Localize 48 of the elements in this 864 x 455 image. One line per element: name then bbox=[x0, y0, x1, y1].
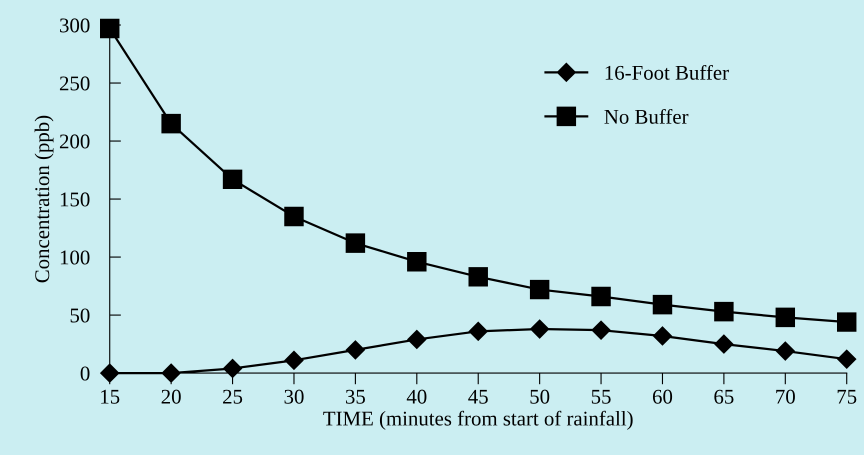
y-tick-label: 0 bbox=[80, 366, 90, 381]
x-tick-label: 65 bbox=[714, 390, 734, 404]
point bbox=[530, 280, 550, 300]
point bbox=[284, 350, 304, 370]
x-tick-label: 25 bbox=[223, 390, 242, 404]
y-tick-label: 300 bbox=[60, 18, 90, 32]
x-tick-label: 60 bbox=[652, 390, 672, 404]
point bbox=[652, 294, 672, 314]
point bbox=[837, 350, 856, 369]
y-tick-label: 200 bbox=[60, 134, 90, 148]
point bbox=[162, 364, 181, 383]
point bbox=[714, 302, 734, 322]
point bbox=[161, 114, 181, 134]
legend-label: No Buffer bbox=[604, 108, 688, 124]
point bbox=[652, 326, 672, 346]
legend-label: 16-Foot Buffer bbox=[606, 64, 729, 80]
point bbox=[468, 322, 488, 341]
x-tick-label: 35 bbox=[346, 390, 365, 404]
x-tick-label: 75 bbox=[838, 390, 856, 404]
x-tick-label: 55 bbox=[592, 390, 611, 404]
x-tick-label: 15 bbox=[101, 390, 120, 404]
x-tick-label: 40 bbox=[406, 390, 426, 404]
point bbox=[592, 320, 611, 340]
point bbox=[714, 334, 734, 354]
y-axis-title: Concentration (ppb) bbox=[34, 116, 54, 282]
point bbox=[222, 170, 242, 190]
y-tick-label: 50 bbox=[70, 308, 90, 323]
x-tick-label: 20 bbox=[162, 390, 181, 404]
point bbox=[407, 252, 427, 272]
point bbox=[407, 330, 426, 349]
point bbox=[776, 342, 795, 361]
point bbox=[776, 308, 796, 328]
point bbox=[346, 233, 366, 253]
y-tick-label: 250 bbox=[60, 76, 90, 90]
point bbox=[346, 340, 365, 360]
x-tick-label: 45 bbox=[468, 390, 488, 404]
point bbox=[591, 286, 611, 306]
x-tick-label: 30 bbox=[284, 390, 304, 404]
x-axis-title: TIME (minutes from start of rainfall) bbox=[323, 410, 633, 430]
point bbox=[530, 319, 550, 339]
x-tick-label: 50 bbox=[530, 390, 550, 404]
y-tick-label: 150 bbox=[60, 192, 90, 206]
y-tick-label: 100 bbox=[60, 250, 90, 265]
point bbox=[468, 267, 488, 287]
x-tick-label: 70 bbox=[776, 390, 795, 404]
point bbox=[284, 206, 304, 226]
point bbox=[223, 358, 242, 378]
point bbox=[836, 312, 856, 332]
